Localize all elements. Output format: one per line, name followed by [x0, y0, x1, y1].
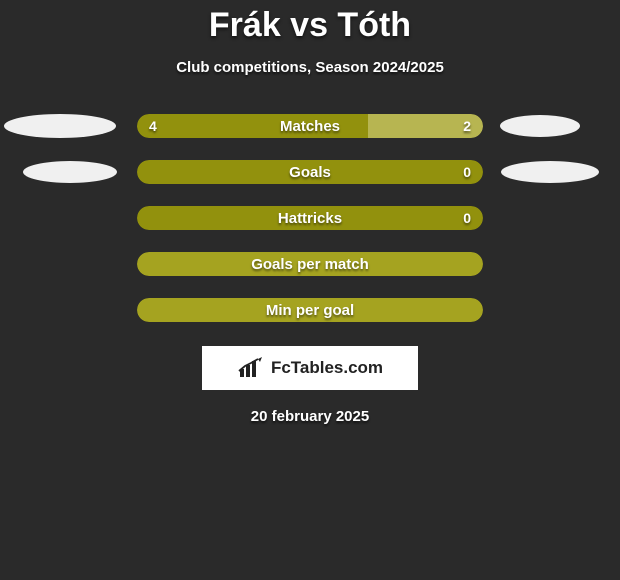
stat-label: Matches [137, 114, 483, 138]
stat-bar: Goals0 [137, 160, 483, 184]
stat-bar: Hattricks0 [137, 206, 483, 230]
stat-rows: Matches42Goals0Hattricks0Goals per match… [0, 114, 620, 322]
stat-value-right: 2 [463, 114, 471, 138]
date-text: 20 february 2025 [251, 408, 369, 425]
stat-label: Min per goal [137, 298, 483, 322]
stat-row: Hattricks0 [0, 206, 620, 230]
stat-value-left: 4 [149, 114, 157, 138]
infographic-container: Frák vs Tóth Club competitions, Season 2… [0, 0, 620, 580]
stat-value-right: 0 [463, 160, 471, 184]
stat-row: Min per goal [0, 298, 620, 322]
page-subtitle: Club competitions, Season 2024/2025 [176, 59, 444, 76]
logo-text: FcTables.com [271, 358, 383, 378]
decorative-ellipse [23, 161, 117, 183]
chart-icon [237, 357, 265, 379]
decorative-ellipse [4, 114, 116, 138]
stat-bar: Goals per match [137, 252, 483, 276]
stat-label: Hattricks [137, 206, 483, 230]
decorative-ellipse [501, 161, 599, 183]
logo-box: FcTables.com [202, 346, 418, 390]
stat-row: Goals0 [0, 160, 620, 184]
stat-bar: Min per goal [137, 298, 483, 322]
stat-value-right: 0 [463, 206, 471, 230]
stat-row: Matches4 2 [0, 114, 620, 138]
stat-row: Goals per match [0, 252, 620, 276]
stat-label: Goals per match [137, 252, 483, 276]
decorative-ellipse [500, 115, 580, 137]
stat-bar: Matches4 2 [137, 114, 483, 138]
stat-label: Goals [137, 160, 483, 184]
page-title: Frák vs Tóth [209, 6, 411, 45]
